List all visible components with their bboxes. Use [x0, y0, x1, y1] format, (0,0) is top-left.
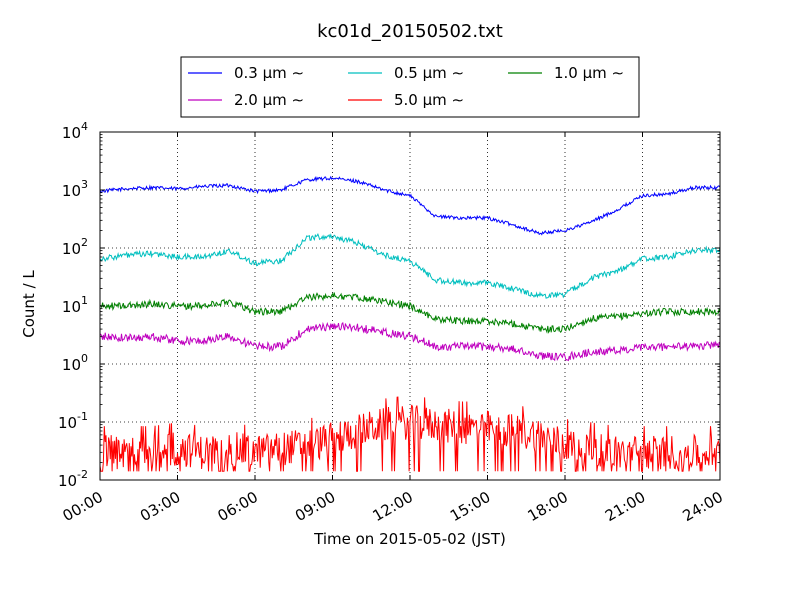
series-line-4 — [99, 321, 721, 362]
y-axis-label: Count / L — [20, 270, 38, 338]
y-tick-label: 102 — [62, 236, 88, 258]
grid-lines — [100, 132, 720, 480]
x-tick-label: 24:00 — [680, 488, 726, 525]
x-tick-label: 21:00 — [602, 488, 648, 525]
legend-label: 1.0 μm ∼ — [554, 64, 624, 82]
y-tick-label: 10-1 — [58, 410, 88, 432]
series-line-1 — [99, 175, 721, 236]
legend-box — [180, 56, 640, 118]
legend-label: 0.3 μm ∼ — [234, 64, 304, 82]
y-tick-label: 100 — [62, 352, 88, 374]
x-tick-label: 12:00 — [370, 488, 416, 525]
x-axis-label: Time on 2015-05-02 (JST) — [313, 530, 506, 548]
x-tick-label: 00:00 — [60, 488, 106, 525]
data-series — [99, 175, 721, 472]
x-tick-label: 18:00 — [525, 488, 571, 525]
series-line-3 — [99, 292, 721, 334]
x-tick-label: 09:00 — [292, 488, 338, 525]
legend-label: 2.0 μm ∼ — [234, 91, 304, 109]
y-tick-label: 104 — [62, 120, 88, 142]
series-line-2 — [99, 233, 721, 299]
chart-title: kc01d_20150502.txt — [317, 21, 503, 42]
series-line-5 — [99, 396, 721, 472]
x-tick-label: 03:00 — [137, 488, 183, 525]
y-tick-label: 10-2 — [58, 468, 88, 490]
y-tick-label: 101 — [62, 294, 88, 316]
x-tick-label: 06:00 — [215, 488, 261, 525]
legend-label: 5.0 μm ∼ — [394, 91, 464, 109]
x-tick-label: 15:00 — [447, 488, 493, 525]
legend-label: 0.5 μm ∼ — [394, 64, 464, 82]
legend: 0.3 μm ∼ 0.5 μm ∼ 1.0 μm ∼ 2.0 μm ∼ 5.0 μm ∼ — [180, 56, 640, 118]
y-tick-label: 103 — [62, 178, 88, 200]
